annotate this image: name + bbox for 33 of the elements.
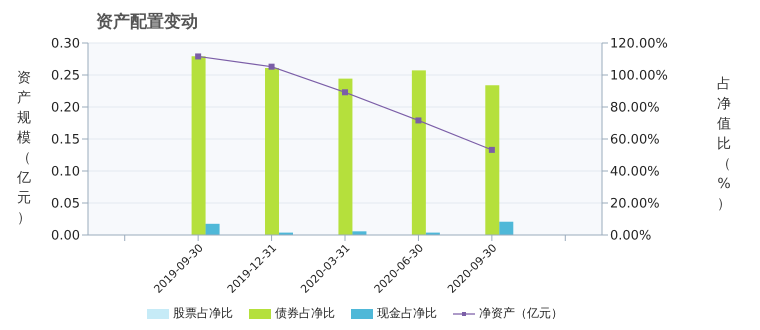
- point: [415, 117, 422, 124]
- point: [195, 53, 202, 60]
- bar: [265, 68, 280, 235]
- bar: [206, 224, 220, 235]
- legend-label: 股票占净比: [173, 305, 233, 322]
- y-axis-title: 资产规模（亿元）: [16, 69, 32, 228]
- y-tick-label: 0.25: [51, 68, 80, 84]
- y2-tick-label: 80.00%: [610, 100, 660, 116]
- bar: [499, 222, 514, 235]
- y-tick-label: 0.30: [51, 36, 80, 52]
- y2-tick-label: 20.00%: [610, 196, 660, 212]
- bar: [412, 70, 426, 235]
- y2-axis-title: 占净值比（%）: [716, 75, 732, 214]
- y-tick-label: 0.10: [51, 164, 80, 180]
- bar: [485, 85, 500, 235]
- y-tick-label: 0.00: [51, 228, 80, 244]
- point: [488, 146, 495, 153]
- point: [342, 89, 348, 96]
- y2-tick-label: 40.00%: [610, 164, 660, 180]
- bar: [192, 56, 206, 235]
- legend-label: 现金占净比: [377, 305, 437, 322]
- bar: [338, 78, 352, 235]
- y-tick-label: 0.20: [51, 100, 80, 116]
- chart-title: 资产配置变动: [96, 11, 198, 33]
- point: [268, 64, 275, 70]
- y2-tick-label: 120.00%: [610, 36, 668, 52]
- y-tick-label: 0.05: [51, 196, 80, 212]
- y2-tick-label: 0.00%: [610, 228, 652, 244]
- y2-tick-label: 100.00%: [610, 68, 668, 84]
- legend-label: 债券占净比: [275, 305, 335, 322]
- y2-tick-label: 60.00%: [610, 132, 660, 148]
- legend-label: 净资产（亿元）: [479, 305, 563, 322]
- y-tick-label: 0.15: [51, 132, 80, 148]
